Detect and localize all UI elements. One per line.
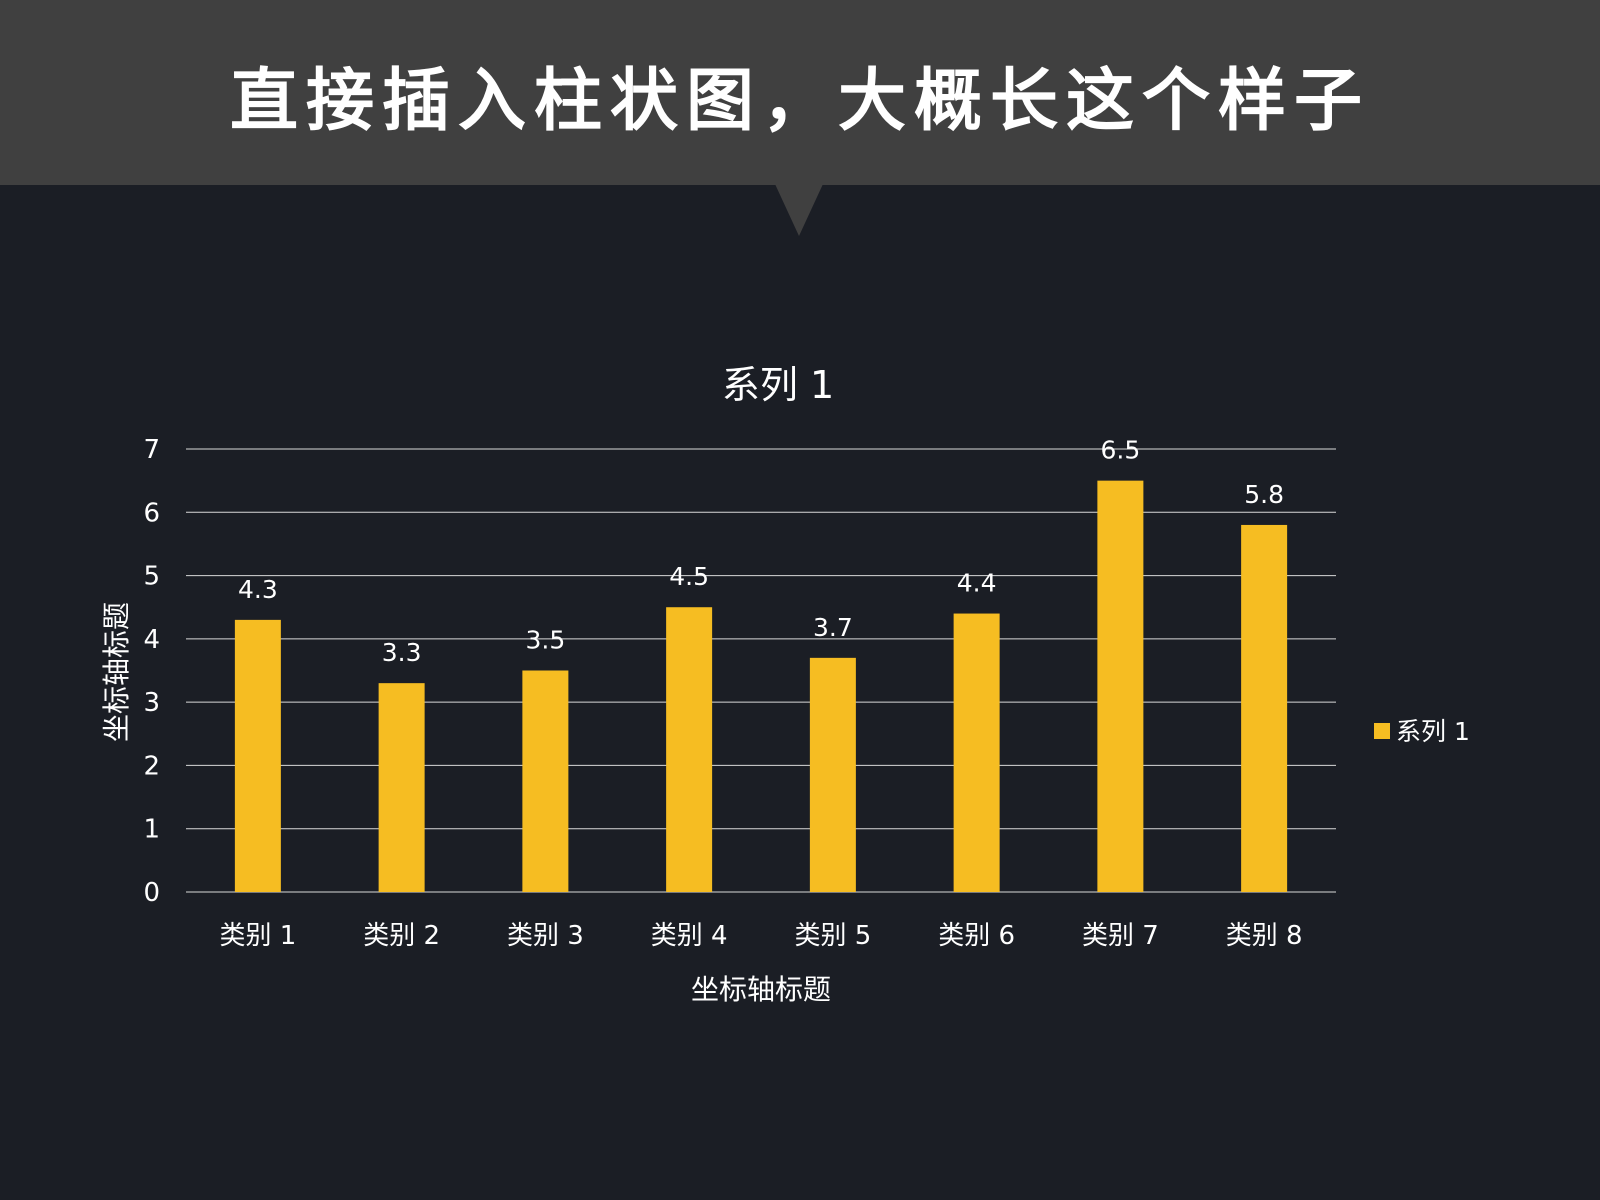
slide-header: 直接插入柱状图，大概长这个样子 [0, 0, 1600, 185]
bars [234, 480, 1288, 892]
data-label: 5.8 [1244, 480, 1284, 509]
y-tick-label: 2 [143, 751, 160, 781]
bar [522, 670, 569, 892]
bar [1241, 524, 1288, 892]
bar [666, 607, 713, 892]
bar [953, 613, 1000, 892]
x-tick-label: 类别 7 [1082, 921, 1159, 951]
data-label: 6.5 [1100, 436, 1140, 465]
bar [809, 657, 856, 892]
header-pointer-arrow [775, 184, 823, 236]
data-label: 4.5 [669, 562, 709, 591]
y-tick-label: 3 [143, 688, 160, 718]
x-tick-label: 类别 8 [1226, 921, 1303, 951]
x-tick-label: 类别 5 [794, 921, 871, 951]
y-axis-ticks: 0 1 2 3 4 5 6 7 [143, 435, 160, 908]
x-tick-label: 类别 6 [938, 921, 1015, 951]
legend: 系列 1 [1374, 717, 1470, 746]
y-tick-label: 6 [143, 498, 160, 528]
y-tick-label: 0 [143, 878, 160, 908]
y-tick-label: 7 [143, 435, 160, 465]
x-tick-label: 类别 2 [363, 921, 440, 951]
y-axis-title: 坐标轴标题 [100, 602, 133, 742]
y-tick-label: 1 [143, 815, 160, 845]
slide-title: 直接插入柱状图，大概长这个样子 [229, 62, 1370, 141]
data-label: 3.5 [525, 626, 565, 655]
x-axis-title: 坐标轴标题 [691, 973, 831, 1006]
x-tick-label: 类别 3 [507, 921, 584, 951]
gridlines [186, 448, 1336, 893]
x-axis-ticks: 类别 1 类别 2 类别 3 类别 4 类别 5 类别 6 类别 7 类别 8 [219, 921, 1302, 951]
data-label: 4.4 [957, 569, 997, 598]
legend-label: 系列 1 [1396, 717, 1470, 746]
data-labels: 4.3 3.3 3.5 4.5 3.7 4.4 6.5 5.8 [238, 436, 1284, 668]
y-tick-label: 4 [143, 625, 160, 655]
x-tick-label: 类别 4 [651, 921, 728, 951]
y-tick-label: 5 [143, 562, 160, 592]
data-label: 4.3 [238, 575, 278, 604]
data-label: 3.7 [813, 613, 853, 642]
data-label: 3.3 [382, 638, 422, 667]
chart-title: 系列 1 [722, 363, 834, 407]
bar [378, 683, 425, 892]
legend-swatch [1374, 723, 1390, 739]
bar [234, 619, 281, 892]
x-tick-label: 类别 1 [219, 921, 296, 951]
bar [1097, 480, 1144, 892]
